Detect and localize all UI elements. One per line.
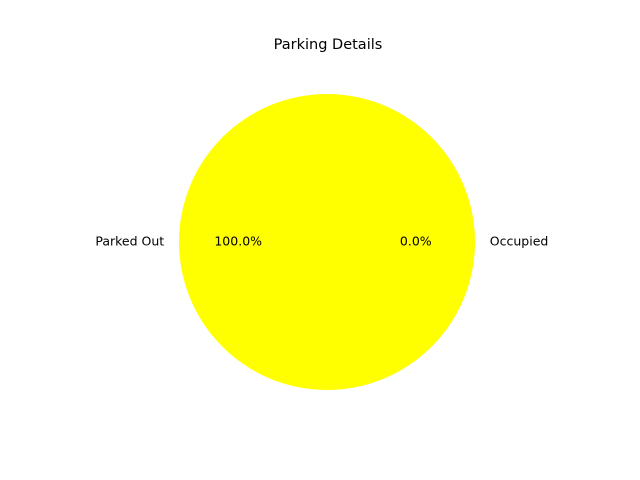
pie-slice-parked-out <box>179 94 475 390</box>
pie-slices <box>179 94 475 390</box>
chart-title: Parking Details <box>274 37 383 53</box>
slice-label-parked-out: Parked Out <box>95 234 164 249</box>
pie-labels: Occupied 0.0% Parked Out 100.0% <box>95 234 548 249</box>
slice-percent-occupied: 0.0% <box>400 234 432 249</box>
slice-label-occupied: Occupied <box>490 234 549 249</box>
slice-percent-parked-out: 100.0% <box>214 234 262 249</box>
